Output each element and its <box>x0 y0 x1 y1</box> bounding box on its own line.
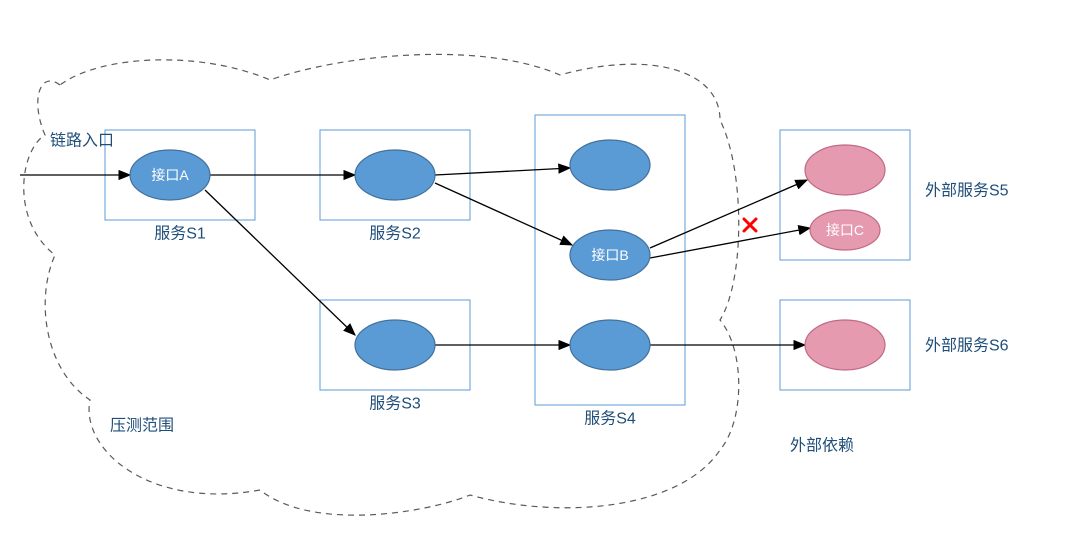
node-s6n <box>805 320 885 370</box>
external-s5-label: 外部服务S5 <box>925 181 1009 199</box>
edge-2 <box>205 190 355 335</box>
entry-label: 链路入口 <box>50 131 114 149</box>
edge-4 <box>435 183 572 245</box>
service-box-label-s2: 服务S2 <box>369 224 421 242</box>
node-s5t <box>805 145 885 195</box>
external-dependency-label: 外部依赖 <box>790 436 854 454</box>
service-box-label-s4: 服务S4 <box>584 409 636 427</box>
node-s4t <box>570 140 650 190</box>
node-s4b <box>570 320 650 370</box>
service-box-label-s1: 服务S1 <box>154 224 206 242</box>
node-label-A: 接口A <box>151 167 189 183</box>
scope-boundary <box>24 54 739 515</box>
external-s6-label: 外部服务S6 <box>925 336 1009 354</box>
node-s3n <box>355 320 435 370</box>
node-s2n <box>355 150 435 200</box>
scope-label: 压测范围 <box>110 416 174 434</box>
node-label-B: 接口B <box>591 247 628 263</box>
blocked-x-icon <box>744 219 756 231</box>
edge-3 <box>435 168 570 175</box>
service-box-label-s3: 服务S3 <box>369 394 421 412</box>
edge-6 <box>650 180 807 248</box>
architecture-diagram: 服务S1 服务S2 服务S3 服务S4 接口A 接口B 接口C 链路入口压测范围外部依赖 外部服… <box>0 0 1080 538</box>
node-label-C: 接口C <box>826 222 864 238</box>
edge-7 <box>650 228 810 258</box>
